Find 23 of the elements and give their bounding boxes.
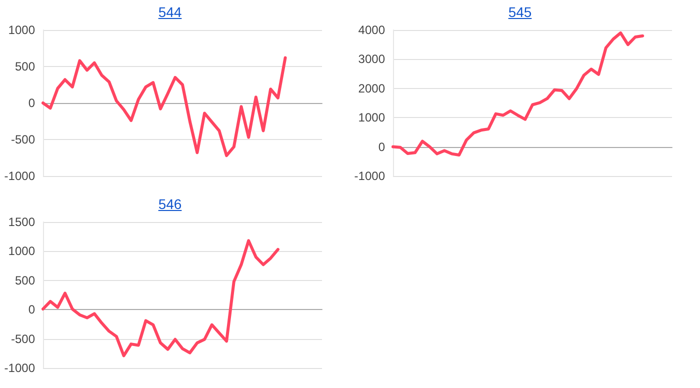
y-tick-label: 0 (28, 302, 36, 317)
chart-title: 545 (507, 4, 533, 20)
y-tick-label: 0 (28, 96, 36, 110)
chart-title: 546 (157, 196, 183, 212)
y-tick-label: 3000 (358, 52, 386, 66)
y-tick-label: -500 (10, 332, 36, 346)
line-series (392, 31, 644, 156)
y-tick-label: 4000 (358, 23, 386, 37)
line-series (42, 239, 280, 358)
y-tick-label: 0 (378, 140, 386, 154)
line-series (42, 56, 287, 158)
y-tick-label: -1000 (354, 169, 386, 183)
y-tick-label: -500 (10, 132, 36, 146)
y-tick-label: 500 (14, 60, 36, 74)
chart-title: 544 (157, 4, 183, 20)
y-tick-label: 1000 (358, 110, 386, 125)
y-tick-label: 500 (14, 273, 36, 288)
y-tick-label: 2000 (358, 81, 386, 96)
y-tick-label: 1500 (8, 215, 36, 229)
y-tick-label: -1000 (4, 361, 36, 375)
y-tick-label: -1000 (4, 169, 36, 183)
y-tick-label: 1000 (8, 244, 36, 258)
y-tick-label: 1000 (8, 23, 36, 37)
